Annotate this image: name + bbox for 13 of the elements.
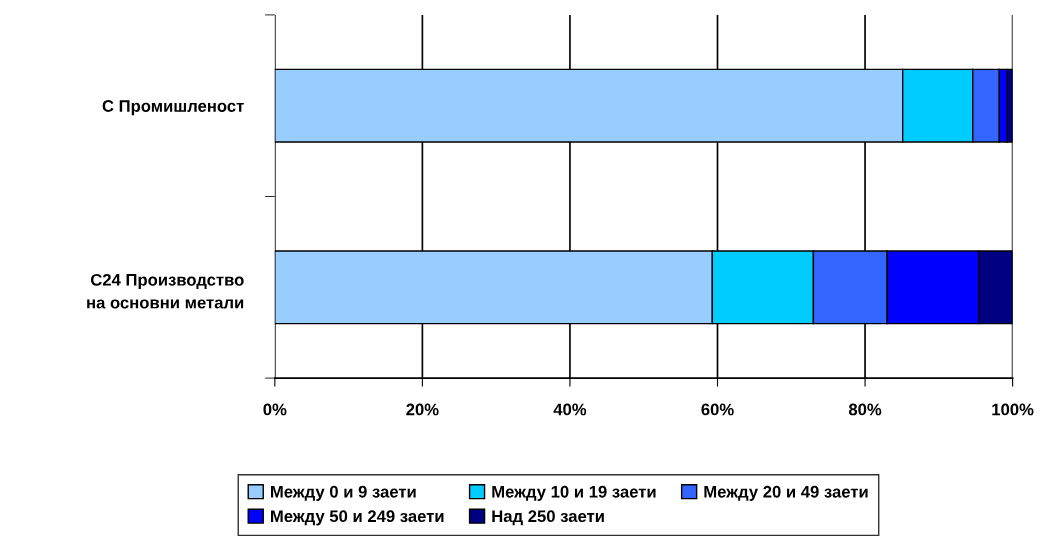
x-tick-label: 20%: [406, 403, 439, 416]
legend-label: Между 10 и 19 заети: [492, 485, 656, 501]
x-tick-label: 80%: [848, 403, 882, 416]
x-tick-label: 60%: [701, 403, 734, 416]
legend-label: Между 50 и 249 заети: [271, 510, 444, 526]
y-tick-label: C24 Производство на основни метали: [87, 273, 244, 309]
legend-label: Между 0 и 9 заети: [271, 485, 416, 501]
legend-label: Между 20 и 49 заети: [704, 485, 868, 501]
x-tick-label: 0%: [263, 403, 287, 416]
y-tick-label: C Промишленост: [102, 100, 244, 116]
x-tick-label: 100%: [992, 403, 1034, 416]
legend-label: Над 250 заети: [492, 510, 604, 526]
x-tick-label: 40%: [553, 403, 587, 416]
